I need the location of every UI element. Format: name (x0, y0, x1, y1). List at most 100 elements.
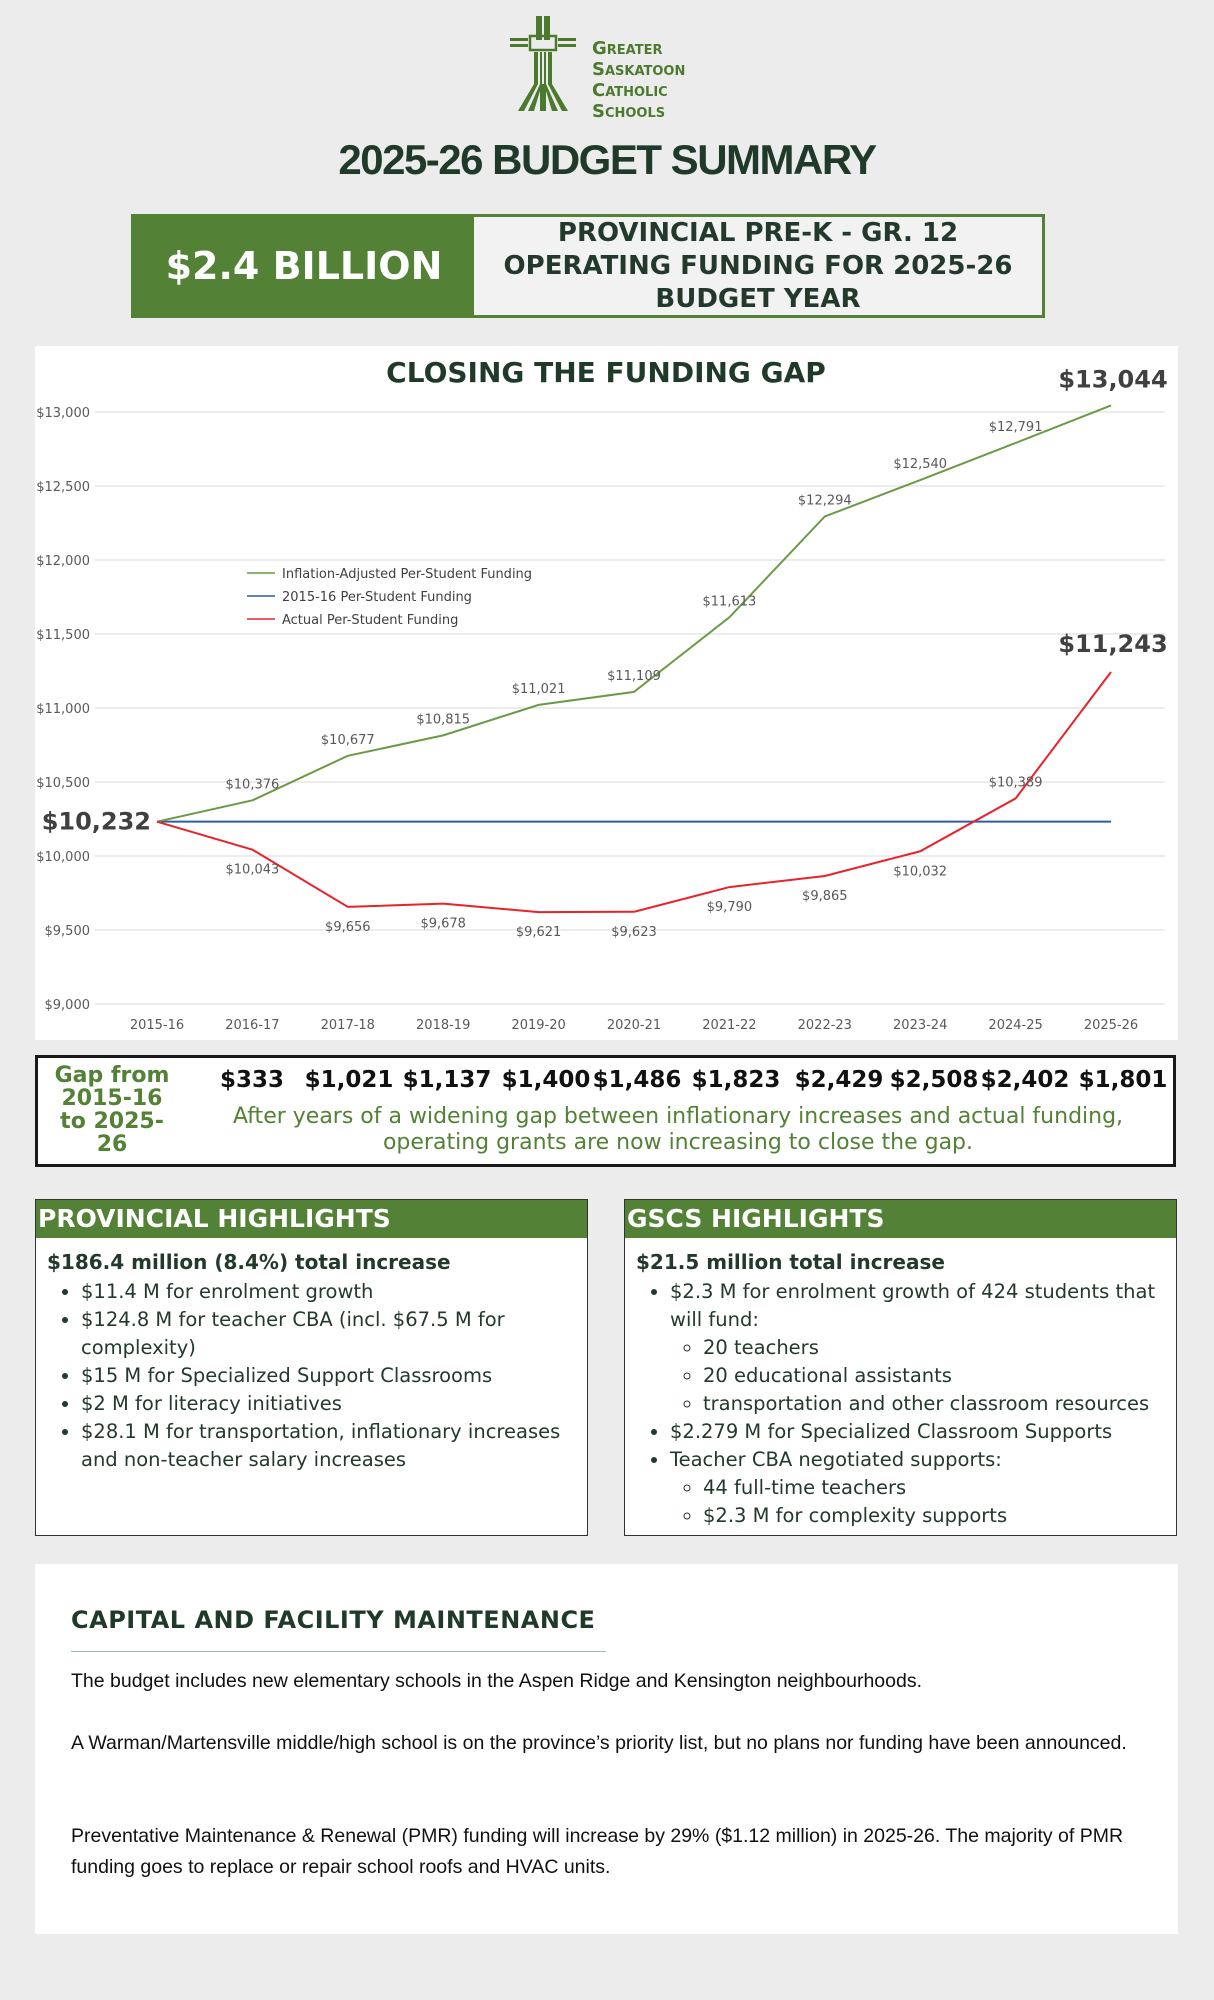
provincial-highlights: PROVINCIAL HIGHLIGHTS $186.4 million (8.… (35, 1199, 588, 1536)
legend-label: Inflation-Adjusted Per-Student Funding (282, 567, 532, 582)
data-label-inflation: $10,815 (416, 712, 470, 727)
capital-divider (71, 1651, 606, 1652)
list-item: $28.1 M for transportation, inflationary… (81, 1418, 577, 1474)
org-name: Greater Saskatoon Catholic Schools (592, 38, 685, 122)
gap-value: $2,508 (889, 1067, 979, 1093)
x-tick-label: 2015-16 (130, 1018, 184, 1033)
data-label-inflation: $10,376 (226, 777, 280, 792)
gap-value: $1,486 (592, 1067, 682, 1093)
org-name-line: Greater (592, 38, 663, 59)
data-label-actual: $10,032 (893, 864, 947, 879)
data-label-actual: $10,389 (989, 775, 1043, 790)
capital-title: CAPITAL AND FACILITY MAINTENANCE (71, 1606, 596, 1634)
x-tick-label: 2021-22 (702, 1018, 756, 1033)
org-name-line: Saskatoon (592, 59, 686, 80)
gap-value: $333 (219, 1067, 284, 1093)
sub-list-item: 44 full-time teachers (703, 1474, 1166, 1502)
data-label-inflation: $11,613 (703, 594, 757, 609)
x-tick-label: 2016-17 (225, 1018, 279, 1033)
gap-value: $1,801 (1078, 1067, 1168, 1093)
chart-canvas: $9,000 $9,500 $10,000 $10,500 $11,000 $11,500… (36, 356, 1167, 1033)
x-tick-label: 2018-19 (416, 1018, 470, 1033)
series-line-0 (156, 404, 1112, 823)
sub-list-item: 20 teachers (703, 1334, 1166, 1362)
series-line-2 (156, 671, 1112, 914)
list-item-text: Teacher CBA negotiated supports: (670, 1448, 1002, 1471)
school-logo (510, 16, 576, 111)
org-name-line: Catholic (592, 80, 668, 101)
funding-banner: $2.4 BILLION PROVINCIAL PRE-K - GR. 12 O… (131, 214, 1045, 318)
gap-value: $2,429 (794, 1067, 884, 1093)
data-label-inflation: $11,109 (607, 669, 661, 684)
y-tick-label: $11,500 (36, 628, 90, 643)
data-label-actual: $9,865 (802, 889, 848, 904)
list-item: $2.3 M for enrolment growth of 424 stude… (670, 1278, 1166, 1418)
page-title: 2025-26 BUDGET SUMMARY (338, 136, 877, 183)
data-label-actual: $9,623 (611, 925, 657, 940)
funding-description: PROVINCIAL PRE-K - GR. 12 OPERATING FUND… (503, 217, 1013, 314)
data-label-actual: $9,790 (707, 900, 753, 915)
x-tick-label: 2023-24 (893, 1018, 947, 1033)
data-label-actual: $9,656 (325, 920, 371, 935)
list-item-text: $2.3 M for enrolment growth of 424 stude… (670, 1280, 1156, 1331)
sub-list-item: transportation and other classroom resou… (703, 1390, 1166, 1418)
gscs-lead: $21.5 million total increase (636, 1250, 945, 1274)
list-item: Teacher CBA negotiated supports: 44 full… (670, 1446, 1166, 1530)
capital-paragraph: The budget includes new elementary schoo… (71, 1670, 923, 1692)
data-label-actual: $9,678 (420, 917, 466, 932)
funding-gap-chart: $9,000 $9,500 $10,000 $10,500 $11,000 $11,500… (35, 346, 1178, 1040)
x-tick-label: 2017-18 (321, 1018, 375, 1033)
provincial-lead: $186.4 million (8.4%) total increase (47, 1250, 451, 1274)
legend-label: 2015-16 Per-Student Funding (282, 590, 472, 605)
x-tick-label: 2025-26 (1084, 1018, 1138, 1033)
data-label-actual: $11,243 (1058, 630, 1167, 658)
x-tick-label: 2024-25 (988, 1018, 1042, 1033)
provincial-list: $11.4 M for enrolment growth $124.8 M fo… (47, 1278, 577, 1474)
gap-label: Gap from 2015-16 to 2025-26 (54, 1063, 170, 1157)
data-label-inflation: $12,791 (989, 420, 1043, 435)
y-tick-label: $10,500 (36, 776, 90, 791)
y-tick-label: $10,000 (36, 850, 90, 865)
sub-list-item: 20 educational assistants (703, 1362, 1166, 1390)
gap-value: $1,823 (691, 1067, 781, 1093)
data-label-inflation: $12,294 (798, 493, 852, 508)
gap-value: $2,402 (980, 1067, 1070, 1093)
org-name-line: Schools (592, 101, 666, 122)
provincial-heading: PROVINCIAL HIGHLIGHTS (36, 1200, 587, 1238)
data-label-actual: $10,043 (226, 863, 280, 878)
gscs-list: $2.3 M for enrolment growth of 424 stude… (636, 1278, 1166, 1530)
x-tick-label: 2022-23 (798, 1018, 852, 1033)
data-label-inflation: $12,540 (893, 457, 947, 472)
gap-value: $1,400 (501, 1067, 591, 1093)
y-tick-label: $13,000 (36, 406, 90, 421)
data-label-inflation: $10,677 (321, 733, 375, 748)
y-tick-label: $12,500 (36, 480, 90, 495)
data-label-actual: $9,621 (516, 925, 562, 940)
capital-paragraph: Preventative Maintenance & Renewal (PMR)… (71, 1825, 1124, 1878)
gap-note: After years of a widening gap between in… (232, 1104, 1124, 1155)
y-tick-label: $9,500 (45, 924, 91, 939)
start-value-label: $10,232 (42, 808, 151, 836)
chart-title: CLOSING THE FUNDING GAP (386, 356, 826, 389)
list-item: $15 M for Specialized Support Classrooms (81, 1362, 577, 1390)
list-item: $11.4 M for enrolment growth (81, 1278, 577, 1306)
gscs-highlights: GSCS HIGHLIGHTS $21.5 million total incr… (624, 1199, 1177, 1536)
list-item: $124.8 M for teacher CBA (incl. $67.5 M … (81, 1306, 577, 1362)
funding-amount: $2.4 BILLION (134, 217, 474, 315)
capital-paragraph: A Warman/Martensville middle/high school… (71, 1732, 1127, 1754)
data-label-inflation: $13,044 (1058, 365, 1167, 393)
list-item: $2 M for literacy initiatives (81, 1390, 577, 1418)
y-tick-label: $9,000 (45, 998, 91, 1013)
list-item: $2.279 M for Specialized Classroom Suppo… (670, 1418, 1166, 1446)
gap-summary: Gap from 2015-16 to 2025-26 After years … (35, 1055, 1176, 1167)
sub-list-item: $2.3 M for complexity supports (703, 1502, 1166, 1530)
data-label-inflation: $11,021 (512, 682, 566, 697)
y-tick-label: $11,000 (36, 702, 90, 717)
x-tick-label: 2019-20 (511, 1018, 565, 1033)
gap-value: $1,021 (304, 1067, 394, 1093)
gap-value: $1,137 (402, 1067, 492, 1093)
capital-section: CAPITAL AND FACILITY MAINTENANCE The bud… (35, 1564, 1178, 1934)
y-tick-label: $12,000 (36, 554, 90, 569)
legend-label: Actual Per-Student Funding (282, 613, 458, 628)
x-tick-label: 2020-21 (607, 1018, 661, 1033)
